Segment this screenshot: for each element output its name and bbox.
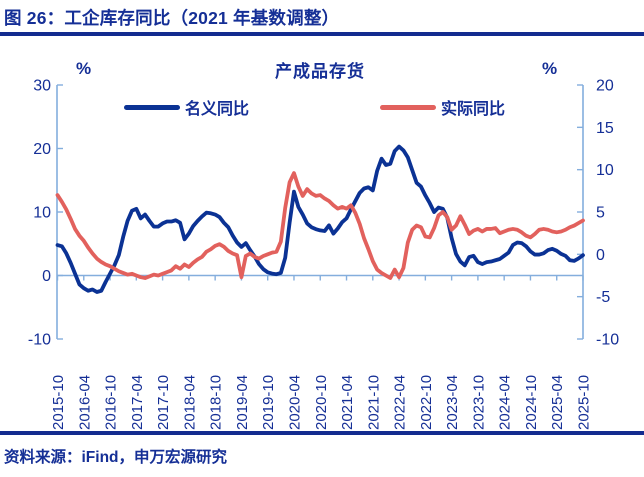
x-axis-tick-label: 2021-04 (339, 375, 356, 430)
x-axis-tick-label: 2020-04 (286, 375, 303, 430)
x-axis-tick-label: 2017-04 (129, 375, 146, 430)
left-axis-tick-label: 30 (33, 78, 51, 95)
right-axis-tick-label: 20 (596, 78, 614, 95)
right-axis-tick-label: 10 (596, 162, 614, 179)
x-axis-tick-label: 2025-04 (549, 375, 566, 430)
right-axis-tick-label: -10 (596, 332, 619, 349)
x-axis-tick-label: 2022-04 (392, 375, 409, 430)
nominal-series-label: 名义同比 (185, 101, 250, 118)
left-axis-tick-label: 10 (33, 205, 51, 222)
right-axis-tick-label: -5 (596, 289, 610, 306)
source-note: 资料来源：iFind，申万宏源研究 (4, 449, 228, 466)
figure-title: 图 26：工企库存同比（2021 年基数调整） (4, 8, 340, 28)
right-axis-unit: % (542, 59, 558, 78)
legend-item-nominal: 名义同比 (124, 96, 249, 118)
x-axis-tick-label: 2023-10 (470, 375, 487, 430)
x-axis-tick-label: 2024-04 (497, 375, 514, 430)
x-axis-tick-label: 2018-10 (208, 375, 225, 430)
x-axis-tick-label: 2024-10 (523, 375, 540, 430)
x-axis-tick-label: 2019-04 (234, 375, 251, 430)
nominal-series-swatch (124, 104, 180, 110)
x-axis-tick-label: 2015-10 (50, 375, 67, 430)
x-axis-tick-label: 2021-10 (365, 375, 382, 430)
left-axis-tick-label: -10 (28, 332, 51, 349)
x-axis-tick-label: 2025-10 (576, 375, 593, 430)
right-axis-tick-label: 0 (596, 247, 605, 264)
x-axis-tick-label: 2016-04 (76, 375, 93, 430)
legend-item-real: 实际同比 (380, 96, 505, 118)
title-rule (0, 32, 644, 36)
x-axis-tick-label: 2018-04 (181, 375, 198, 430)
real-series-swatch (380, 104, 436, 110)
line-real-yoy (55, 171, 585, 280)
x-axis-tick-label: 2017-10 (155, 375, 172, 430)
x-axis-tick-label: 2020-10 (313, 375, 330, 430)
x-axis-tick-label: 2016-10 (103, 375, 120, 430)
left-axis-tick-label: 20 (33, 141, 51, 158)
x-axis-tick-label: 2023-04 (444, 375, 461, 430)
right-axis-tick-label: 15 (596, 120, 614, 137)
real-series-label: 实际同比 (441, 101, 506, 118)
line-nominal-yoy (55, 144, 585, 294)
left-axis-unit: % (76, 59, 92, 78)
bottom-rule (0, 431, 644, 435)
right-axis-tick-label: 5 (596, 205, 605, 222)
chart-title: 产成品存货 (275, 62, 365, 81)
left-axis-tick-label: 0 (42, 268, 51, 285)
x-axis-tick-label: 2019-10 (260, 375, 277, 430)
x-axis-tick-label: 2022-10 (418, 375, 435, 430)
